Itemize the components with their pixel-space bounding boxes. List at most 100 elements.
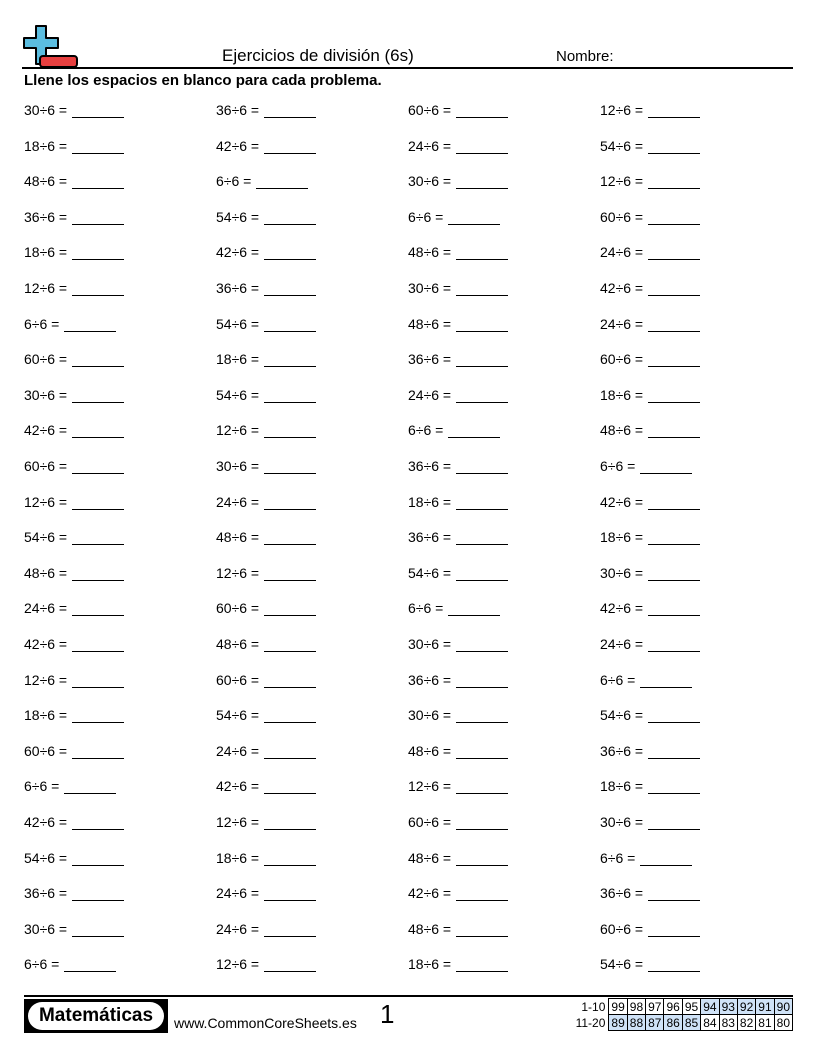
answer-blank[interactable] <box>72 388 125 403</box>
answer-blank[interactable] <box>448 210 501 225</box>
answer-blank[interactable] <box>456 245 509 261</box>
answer-blank[interactable] <box>640 851 693 866</box>
answer-blank[interactable] <box>72 495 125 510</box>
answer-blank[interactable] <box>72 922 125 937</box>
answer-blank[interactable] <box>456 851 509 866</box>
answer-blank[interactable] <box>648 388 701 403</box>
answer-blank[interactable] <box>456 317 509 332</box>
answer-blank[interactable] <box>456 388 509 403</box>
answer-blank[interactable] <box>648 566 701 581</box>
answer-blank[interactable] <box>264 779 317 795</box>
answer-blank[interactable] <box>648 495 701 510</box>
answer-blank[interactable] <box>648 103 701 118</box>
answer-blank[interactable] <box>264 317 317 332</box>
answer-blank[interactable] <box>264 922 317 937</box>
answer-blank[interactable] <box>648 886 701 902</box>
answer-blank[interactable] <box>72 139 125 154</box>
answer-blank[interactable] <box>456 708 509 724</box>
answer-blank[interactable] <box>72 886 125 902</box>
answer-blank[interactable] <box>72 352 125 368</box>
answer-blank[interactable] <box>456 174 509 190</box>
answer-blank[interactable] <box>456 922 509 937</box>
answer-blank[interactable] <box>648 815 701 830</box>
answer-blank[interactable] <box>264 708 317 724</box>
answer-blank[interactable] <box>264 103 317 118</box>
answer-blank[interactable] <box>456 815 509 830</box>
answer-blank[interactable] <box>264 139 317 154</box>
answer-blank[interactable] <box>648 245 701 261</box>
answer-blank[interactable] <box>264 281 317 296</box>
answer-blank[interactable] <box>648 317 701 332</box>
answer-blank[interactable] <box>264 601 317 617</box>
answer-blank[interactable] <box>264 566 317 581</box>
answer-blank[interactable] <box>456 103 509 118</box>
answer-blank[interactable] <box>264 388 317 403</box>
answer-blank[interactable] <box>448 423 501 439</box>
answer-blank[interactable] <box>72 210 125 225</box>
answer-blank[interactable] <box>264 423 317 439</box>
answer-blank[interactable] <box>72 601 125 617</box>
answer-blank[interactable] <box>72 744 125 759</box>
answer-blank[interactable] <box>456 886 509 902</box>
answer-blank[interactable] <box>264 352 317 368</box>
answer-blank[interactable] <box>648 281 701 296</box>
answer-blank[interactable] <box>648 708 701 724</box>
answer-blank[interactable] <box>264 459 317 474</box>
answer-blank[interactable] <box>264 957 317 973</box>
answer-blank[interactable] <box>648 530 701 546</box>
answer-blank[interactable] <box>640 459 693 474</box>
answer-blank[interactable] <box>648 957 701 973</box>
answer-blank[interactable] <box>72 708 125 724</box>
answer-blank[interactable] <box>648 637 701 652</box>
answer-blank[interactable] <box>448 601 501 617</box>
answer-blank[interactable] <box>456 566 509 581</box>
answer-blank[interactable] <box>648 139 701 154</box>
answer-blank[interactable] <box>256 174 309 190</box>
answer-blank[interactable] <box>72 673 125 688</box>
answer-blank[interactable] <box>648 423 701 439</box>
answer-blank[interactable] <box>264 815 317 830</box>
answer-blank[interactable] <box>264 210 317 225</box>
answer-blank[interactable] <box>648 210 701 225</box>
answer-blank[interactable] <box>456 673 509 688</box>
answer-blank[interactable] <box>456 530 509 546</box>
answer-blank[interactable] <box>264 637 317 652</box>
answer-blank[interactable] <box>64 779 117 795</box>
answer-blank[interactable] <box>72 566 125 581</box>
answer-blank[interactable] <box>648 174 701 190</box>
answer-blank[interactable] <box>264 495 317 510</box>
answer-blank[interactable] <box>72 103 125 118</box>
answer-blank[interactable] <box>72 815 125 830</box>
answer-blank[interactable] <box>72 637 125 652</box>
answer-blank[interactable] <box>264 530 317 546</box>
answer-blank[interactable] <box>264 744 317 759</box>
answer-blank[interactable] <box>72 423 125 439</box>
answer-blank[interactable] <box>648 352 701 368</box>
answer-blank[interactable] <box>64 957 117 973</box>
answer-blank[interactable] <box>648 744 701 759</box>
answer-blank[interactable] <box>456 352 509 368</box>
answer-blank[interactable] <box>72 245 125 261</box>
answer-blank[interactable] <box>456 459 509 474</box>
answer-blank[interactable] <box>456 779 509 795</box>
answer-blank[interactable] <box>456 637 509 652</box>
answer-blank[interactable] <box>648 779 701 795</box>
answer-blank[interactable] <box>72 174 125 190</box>
answer-blank[interactable] <box>264 673 317 688</box>
answer-blank[interactable] <box>72 459 125 474</box>
answer-blank[interactable] <box>456 744 509 759</box>
answer-blank[interactable] <box>72 530 125 546</box>
answer-blank[interactable] <box>456 495 509 510</box>
answer-blank[interactable] <box>64 317 117 332</box>
answer-blank[interactable] <box>640 673 693 688</box>
answer-blank[interactable] <box>264 245 317 261</box>
answer-blank[interactable] <box>264 851 317 866</box>
answer-blank[interactable] <box>456 139 509 154</box>
answer-blank[interactable] <box>648 922 701 937</box>
answer-blank[interactable] <box>72 851 125 866</box>
answer-blank[interactable] <box>456 957 509 973</box>
answer-blank[interactable] <box>648 601 701 617</box>
answer-blank[interactable] <box>264 886 317 902</box>
answer-blank[interactable] <box>456 281 509 296</box>
answer-blank[interactable] <box>72 281 125 296</box>
